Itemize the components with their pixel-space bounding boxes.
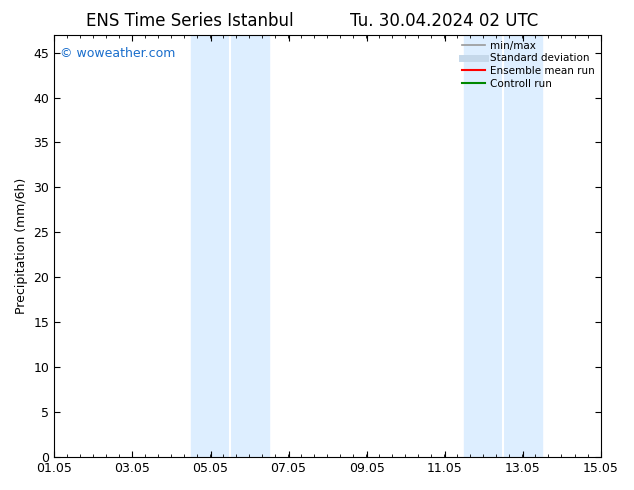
Text: © woweather.com: © woweather.com (60, 47, 175, 60)
Text: ENS Time Series Istanbul: ENS Time Series Istanbul (86, 12, 294, 30)
Bar (464, 35, 543, 457)
Y-axis label: Precipitation (mm/6h): Precipitation (mm/6h) (15, 178, 28, 314)
Legend: min/max, Standard deviation, Ensemble mean run, Controll run: min/max, Standard deviation, Ensemble me… (458, 37, 599, 93)
Bar (191, 35, 269, 457)
Text: Tu. 30.04.2024 02 UTC: Tu. 30.04.2024 02 UTC (350, 12, 538, 30)
